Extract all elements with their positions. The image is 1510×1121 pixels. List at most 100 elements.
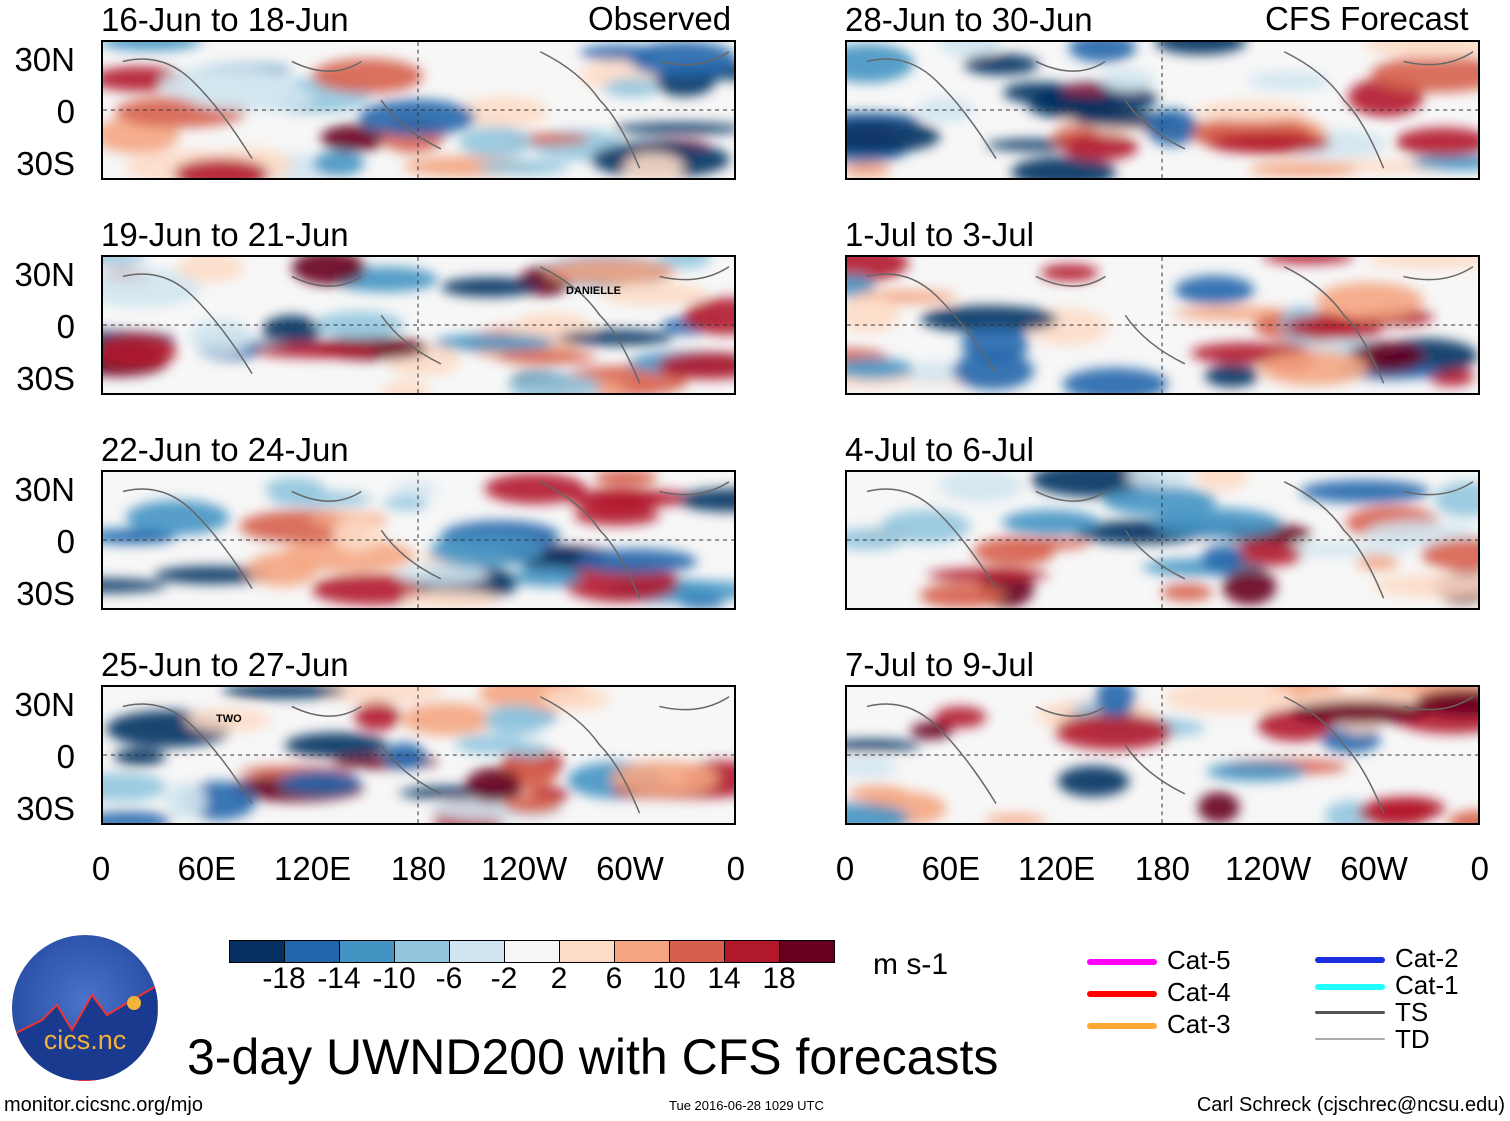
lon-label: 180 [1134,850,1190,887]
wind-anomaly [1364,42,1478,59]
wind-anomaly [1062,133,1139,161]
lon-label: 60E [177,850,237,887]
wind-anomaly [1194,472,1249,492]
colorbar-label: 18 [762,962,796,995]
wind-anomaly [312,150,365,177]
wind-anomaly [428,534,545,568]
colorbar-label: 6 [605,962,623,995]
wind-anomaly [1164,687,1296,715]
wind-anomaly [1395,127,1478,157]
wind-anomaly [392,481,438,496]
lat-label: 30N [14,686,75,723]
colorbar-swatch [670,941,725,962]
wind-anomaly [1356,554,1399,571]
source-url[interactable]: monitor.cicsnc.org/mjo [4,1094,203,1116]
lon-label: 120E [1018,850,1096,887]
lon-label: 0 [91,850,111,887]
lat-label: 30S [16,145,75,182]
legend-label: Cat-1 [1395,970,1459,1000]
wind-anomaly [103,268,202,308]
colorbar-label: -10 [372,962,416,995]
colorbar-swatch [340,941,395,962]
logo-text: cics.nc [43,1025,127,1055]
wind-anomaly [847,295,900,333]
wind-anomaly [847,43,914,83]
wind-anomaly [1247,71,1331,91]
wind-anomaly [382,380,430,393]
wind-anomaly [103,42,202,51]
wind-anomaly [264,476,325,501]
wind-anomaly [458,126,533,158]
wind-anomaly [848,785,909,803]
wind-anomaly [1101,68,1156,92]
legend-line-td [1315,1038,1385,1040]
wind-anomaly [186,708,270,732]
lon-label: 0 [835,850,855,887]
wind-anomaly [1410,154,1478,171]
wind-anomaly [397,563,489,585]
wind-anomaly [176,257,245,283]
wind-anomaly [164,782,207,820]
wind-anomaly [1201,544,1244,573]
wind-anomaly [1062,367,1168,393]
wind-anomaly [1174,275,1255,305]
colorbar-swatch [780,941,834,962]
wind-anomaly [1275,542,1413,557]
lon-label: 180 [390,850,446,887]
wind-anomaly [1002,509,1100,536]
lat-label: 30S [16,790,75,827]
coastline [122,266,730,384]
wind-anomaly [1366,257,1478,269]
wind-anomaly [1300,479,1430,504]
colorbar-units: m s-1 [873,948,948,981]
wind-anomaly [963,53,1039,76]
panel-title: 22-Jun to 24-Jun [101,431,349,468]
lon-label: 120E [274,850,352,887]
wind-anomaly [1204,363,1259,388]
wind-anomaly [1370,55,1478,93]
wind-anomaly [603,77,660,98]
wind-anomaly [311,58,423,94]
wind-anomaly [613,122,734,135]
wind-anomaly [657,257,712,269]
wind-anomaly [1207,132,1331,154]
wind-anomaly [593,472,658,487]
lat-label: 0 [56,738,75,775]
wind-anomaly [545,258,677,285]
wind-anomaly [629,42,734,78]
legend-line-cat-2 [1315,957,1385,963]
wind-anomaly [509,742,550,758]
coastline [866,266,1474,384]
panel-title: 19-Jun to 21-Jun [101,216,349,253]
colorbar-label: -2 [490,962,518,995]
wind-anomaly [1316,282,1424,320]
wind-anomaly [973,537,1055,567]
wind-anomaly [847,757,898,778]
lon-label: 60W [1340,850,1408,887]
wind-anomaly [847,739,922,752]
panel-title: 7-Jul to 9-Jul [845,646,1034,683]
wind-anomaly [1054,713,1172,751]
legend-line-ts [1315,1011,1385,1014]
lat-label: 0 [56,308,75,345]
wind-anomaly [454,734,527,755]
credit: Carl Schreck (cjschrec@ncsu.edu) [1196,1094,1505,1116]
wind-anomaly [1146,109,1198,146]
wind-anomaly [476,159,569,176]
colorbar-label: 10 [652,962,686,995]
wind-anomaly [253,342,381,359]
coastline [122,696,730,814]
wind-anomaly [920,305,1058,333]
wind-anomaly [103,772,167,802]
cicsnc-logo: cics.nc [12,935,158,1081]
wind-anomaly [1222,568,1277,606]
wind-anomaly [1248,161,1358,178]
colorbar-label: -14 [317,962,361,995]
coastline [122,481,730,599]
wind-anomaly [261,315,322,347]
forecast-header: CFS Forecast [1265,0,1469,37]
lon-label: 120W [1225,850,1312,887]
legend-label: TS [1395,997,1429,1027]
wind-anomaly [1364,520,1477,546]
wind-anomaly [125,500,230,536]
